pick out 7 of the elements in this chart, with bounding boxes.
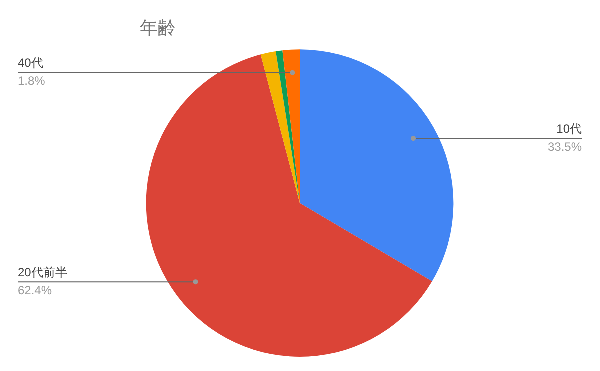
data-label: 1.8% <box>18 74 46 88</box>
slice-label: 20代前半 <box>18 265 68 280</box>
slice-label: 10代 <box>556 122 582 136</box>
chart-title: 年齢 <box>140 18 176 38</box>
data-label: 62.4% <box>18 283 52 298</box>
slice-label: 40代 <box>18 56 44 70</box>
data-label: 33.5% <box>548 140 582 154</box>
